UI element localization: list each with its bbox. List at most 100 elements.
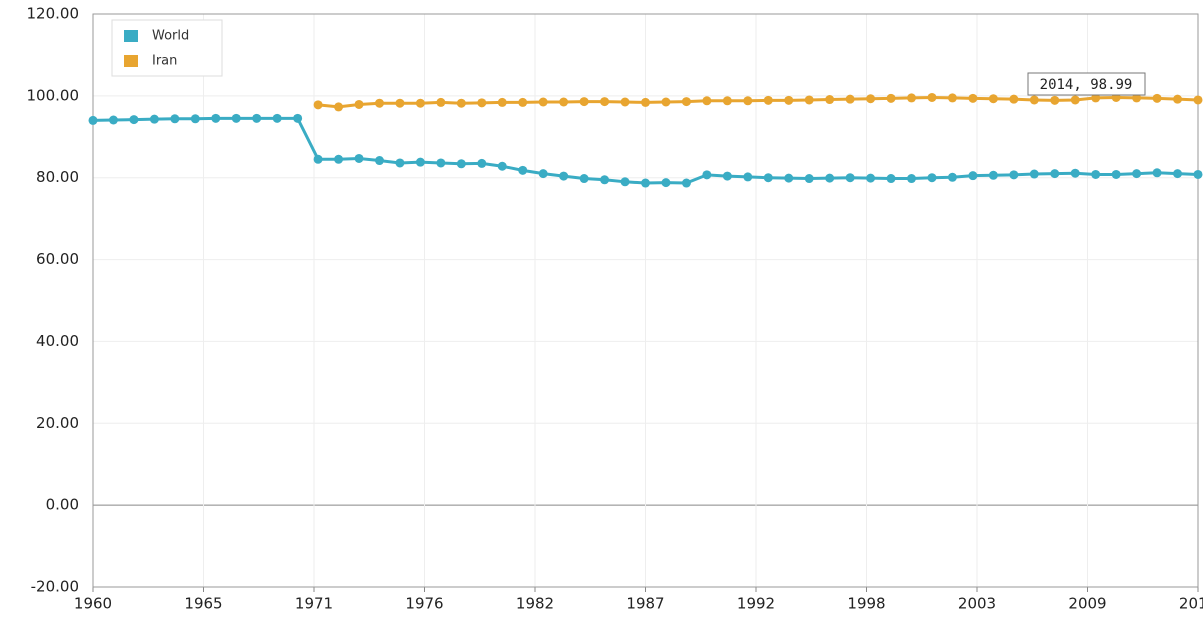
data-point — [1152, 93, 1162, 103]
data-point — [477, 158, 487, 168]
data-point — [702, 96, 712, 106]
data-point — [1050, 169, 1060, 179]
data-point — [1070, 168, 1080, 178]
data-point — [804, 95, 814, 105]
data-point — [886, 174, 896, 184]
legend-swatch — [124, 30, 138, 42]
data-point — [1132, 93, 1142, 103]
data-point — [313, 154, 323, 164]
data-point — [88, 115, 98, 125]
data-point — [620, 97, 630, 107]
legend: World Iran — [111, 19, 223, 77]
data-point — [354, 99, 364, 109]
data-point — [1009, 94, 1019, 104]
x-tick-label: 1960 — [74, 595, 112, 613]
data-point — [947, 93, 957, 103]
data-point — [845, 94, 855, 104]
data-point — [559, 97, 569, 107]
data-point — [825, 95, 835, 105]
data-point — [763, 173, 773, 183]
data-point — [947, 172, 957, 182]
data-point — [907, 93, 917, 103]
y-tick-label: 100.00 — [27, 86, 80, 104]
data-point — [681, 97, 691, 107]
series-line — [317, 95, 1199, 109]
data-point — [170, 114, 180, 124]
data-point — [743, 96, 753, 106]
x-tick-label: 1982 — [516, 595, 554, 613]
data-point — [804, 174, 814, 184]
data-point — [395, 158, 405, 168]
data-point — [1091, 169, 1101, 179]
data-point — [354, 153, 364, 163]
data-point — [825, 173, 835, 183]
y-tick-label: 80.00 — [36, 168, 79, 186]
data-point — [641, 97, 650, 107]
x-tick-label: 2003 — [958, 595, 996, 613]
data-point — [600, 175, 610, 185]
data-point — [1193, 169, 1203, 179]
y-tick-label: 40.00 — [36, 332, 79, 350]
data-point — [293, 113, 303, 123]
data-point — [129, 115, 139, 125]
data-point — [866, 173, 876, 183]
x-tick-label: 1965 — [184, 595, 222, 613]
data-point — [313, 100, 323, 110]
data-point — [211, 113, 221, 123]
data-point — [1050, 95, 1060, 105]
data-point — [661, 178, 671, 188]
data-point — [272, 113, 282, 123]
data-point — [968, 93, 978, 103]
data-point — [149, 114, 159, 124]
data-point — [1111, 169, 1121, 179]
data-point — [559, 171, 569, 181]
data-point — [886, 93, 896, 103]
data-point — [1029, 169, 1039, 179]
data-point — [763, 95, 773, 105]
data-point — [600, 97, 610, 107]
data-point — [907, 174, 917, 184]
data-point — [1132, 169, 1142, 179]
data-point — [456, 159, 466, 169]
data-point — [374, 98, 384, 108]
data-point — [579, 174, 589, 184]
data-point — [436, 97, 446, 107]
data-point — [743, 172, 753, 182]
data-point — [988, 170, 998, 180]
data-point — [497, 97, 507, 107]
data-point — [579, 97, 589, 107]
x-tick-label: 1971 — [295, 595, 333, 613]
data-point — [456, 98, 466, 108]
data-point — [415, 98, 425, 108]
data-point — [108, 115, 118, 125]
data-point — [190, 114, 200, 124]
data-point — [845, 173, 855, 183]
tooltip-box — [1027, 72, 1146, 96]
legend-label: World — [152, 29, 189, 44]
data-point — [784, 173, 794, 183]
y-tick-label: 20.00 — [36, 414, 79, 432]
data-point — [1152, 168, 1162, 178]
data-point — [784, 95, 794, 105]
data-point — [477, 98, 487, 108]
data-point — [1173, 94, 1183, 104]
data-point — [334, 154, 344, 164]
data-point — [927, 92, 937, 102]
data-point — [374, 156, 384, 166]
data-point — [395, 98, 405, 108]
y-tick-label: 60.00 — [36, 250, 79, 268]
data-point — [866, 94, 876, 104]
tooltip-text: 2014, 98.99 — [1040, 77, 1133, 93]
plot-frame — [92, 13, 1199, 588]
data-point — [497, 161, 507, 171]
data-point — [702, 170, 712, 180]
data-point — [620, 177, 630, 187]
x-tick-label: 1976 — [405, 595, 443, 613]
data-point — [681, 178, 691, 188]
x-tick-label: 1987 — [626, 595, 664, 613]
data-point — [518, 165, 528, 175]
data-point — [722, 171, 732, 181]
data-point — [334, 102, 344, 112]
data-point — [1193, 95, 1203, 105]
